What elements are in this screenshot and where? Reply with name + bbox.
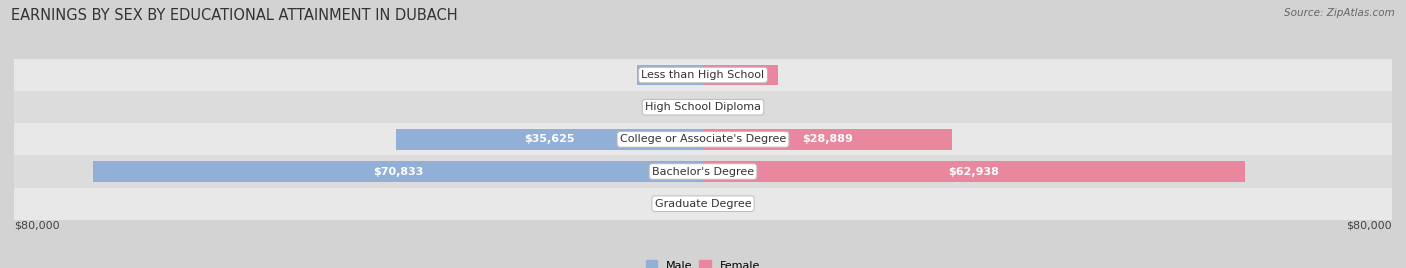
Bar — [14, 91, 1392, 123]
Bar — [396, 129, 703, 150]
Text: $70,833: $70,833 — [373, 166, 423, 177]
Text: $35,625: $35,625 — [524, 134, 575, 144]
Bar — [703, 129, 952, 150]
Text: College or Associate's Degree: College or Associate's Degree — [620, 134, 786, 144]
Bar — [703, 65, 779, 85]
Bar — [14, 155, 1392, 188]
Text: EARNINGS BY SEX BY EDUCATIONAL ATTAINMENT IN DUBACH: EARNINGS BY SEX BY EDUCATIONAL ATTAINMEN… — [11, 8, 458, 23]
Text: $28,889: $28,889 — [801, 134, 853, 144]
Bar — [14, 123, 1392, 155]
Text: High School Diploma: High School Diploma — [645, 102, 761, 112]
Text: Less than High School: Less than High School — [641, 70, 765, 80]
Text: $8,750: $8,750 — [720, 70, 762, 80]
Text: $80,000: $80,000 — [1347, 220, 1392, 230]
Legend: Male, Female: Male, Female — [641, 256, 765, 268]
Text: $0: $0 — [668, 199, 682, 209]
Text: Source: ZipAtlas.com: Source: ZipAtlas.com — [1284, 8, 1395, 18]
Bar — [14, 188, 1392, 220]
Text: Graduate Degree: Graduate Degree — [655, 199, 751, 209]
Text: $0: $0 — [724, 199, 738, 209]
Text: $0: $0 — [724, 102, 738, 112]
Bar — [14, 59, 1392, 91]
Bar — [703, 161, 1244, 182]
Bar — [93, 161, 703, 182]
Text: $80,000: $80,000 — [14, 220, 59, 230]
Text: $0: $0 — [668, 102, 682, 112]
Text: $62,938: $62,938 — [949, 166, 1000, 177]
Bar — [637, 65, 703, 85]
Text: Bachelor's Degree: Bachelor's Degree — [652, 166, 754, 177]
Text: $7,679: $7,679 — [648, 70, 692, 80]
